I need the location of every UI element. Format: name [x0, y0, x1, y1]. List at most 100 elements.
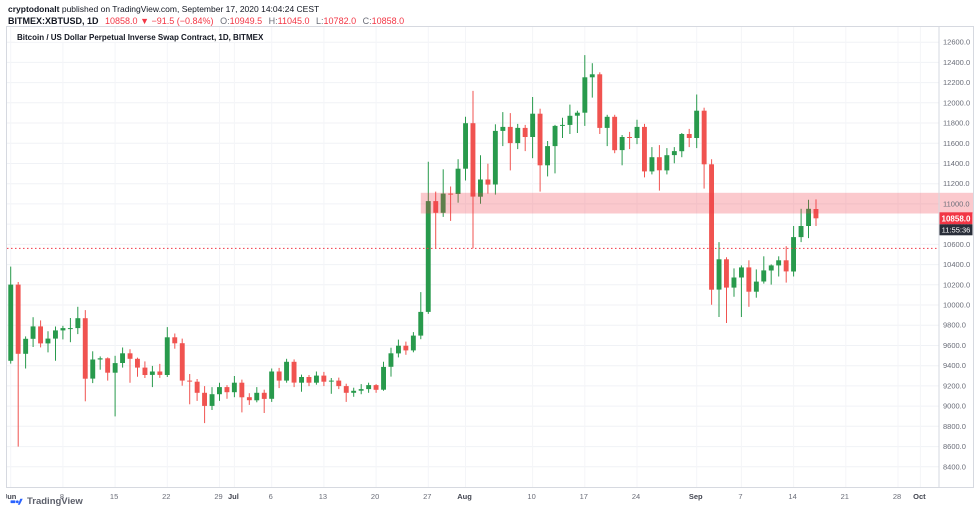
time-tick-label[interactable]: 22	[162, 492, 170, 501]
candle[interactable]	[716, 242, 722, 317]
candle[interactable]	[149, 365, 155, 388]
candle[interactable]	[470, 90, 476, 249]
candle[interactable]	[604, 114, 610, 147]
candle[interactable]	[634, 119, 640, 145]
candle[interactable]	[753, 269, 759, 298]
candle[interactable]	[410, 332, 416, 353]
time-tick-label[interactable]: 13	[319, 492, 327, 501]
candle[interactable]	[164, 327, 170, 377]
candle[interactable]	[433, 191, 439, 249]
candle[interactable]	[142, 361, 148, 378]
tradingview-logo[interactable]: TradingView	[10, 495, 83, 508]
candle[interactable]	[731, 268, 737, 297]
candle[interactable]	[351, 387, 357, 397]
candle[interactable]	[612, 114, 618, 154]
candle[interactable]	[791, 226, 796, 277]
time-tick-label[interactable]: 27	[423, 492, 431, 501]
candle[interactable]	[343, 383, 349, 402]
candle[interactable]	[284, 358, 289, 383]
candle[interactable]	[448, 186, 454, 221]
candle[interactable]	[396, 339, 401, 358]
candle[interactable]	[120, 347, 125, 368]
candle[interactable]	[806, 199, 811, 239]
candle[interactable]	[373, 384, 379, 393]
candle[interactable]	[425, 161, 431, 314]
resistance-zone[interactable]	[420, 192, 973, 214]
candle[interactable]	[783, 246, 789, 283]
time-axis-labels[interactable]: Jun 8 15 22 29 Jul 6 13 20 27 Aug 10 17 24 Sep 7 14 21 28 O…	[3, 490, 974, 504]
candle[interactable]	[217, 382, 222, 401]
candle[interactable]	[75, 306, 81, 335]
candle[interactable]	[157, 363, 163, 378]
candle[interactable]	[179, 338, 185, 386]
candle[interactable]	[246, 393, 252, 405]
candle[interactable]	[515, 123, 521, 150]
candle[interactable]	[306, 375, 312, 387]
candle[interactable]	[291, 359, 297, 388]
candle[interactable]	[701, 107, 707, 189]
candle[interactable]	[694, 94, 700, 149]
candle[interactable]	[582, 55, 588, 126]
candle[interactable]	[478, 155, 483, 204]
time-tick-label[interactable]: Aug	[457, 492, 472, 501]
candle[interactable]	[8, 266, 14, 364]
candle[interactable]	[187, 374, 193, 405]
candle[interactable]	[254, 387, 260, 403]
time-axis[interactable]: Jun 8 15 22 29 Jul 6 13 20 27 Aug 10 17 24 Sep 7 14 21 28 O…	[3, 490, 974, 504]
time-tick-label[interactable]: 8	[60, 492, 64, 501]
candle[interactable]	[388, 347, 394, 377]
candle[interactable]	[358, 384, 364, 395]
candle[interactable]	[38, 320, 43, 348]
candle[interactable]	[552, 124, 558, 174]
candle[interactable]	[336, 377, 342, 390]
candle[interactable]	[239, 379, 245, 413]
candle[interactable]	[798, 208, 804, 243]
candle[interactable]	[202, 386, 207, 424]
candle[interactable]	[90, 351, 96, 384]
candle[interactable]	[768, 264, 774, 285]
time-tick-label[interactable]: 10	[527, 492, 535, 501]
time-tick-label[interactable]: Oct	[913, 492, 926, 501]
candle[interactable]	[321, 371, 327, 387]
candle[interactable]	[82, 310, 88, 402]
candlestick-chart[interactable]: 12600.0 12400.0 12200.0 12000.0 11800.0 11600…	[7, 27, 973, 487]
candle[interactable]	[135, 357, 140, 377]
time-tick-label[interactable]: 24	[632, 492, 640, 501]
candle[interactable]	[776, 256, 782, 277]
time-tick-label[interactable]: 7	[738, 492, 742, 501]
candle[interactable]	[261, 389, 267, 413]
candle[interactable]	[224, 385, 230, 399]
candle[interactable]	[269, 368, 275, 402]
candle[interactable]	[366, 382, 372, 393]
time-tick-label[interactable]: 28	[893, 492, 901, 501]
candle[interactable]	[418, 292, 424, 340]
time-tick-label[interactable]: 6	[269, 492, 273, 501]
time-tick-label[interactable]: 17	[580, 492, 588, 501]
time-tick-label[interactable]: Sep	[689, 492, 703, 501]
candle[interactable]	[231, 376, 237, 398]
candle[interactable]	[60, 325, 66, 340]
time-tick-label[interactable]: 21	[841, 492, 849, 501]
candle[interactable]	[172, 333, 178, 349]
candle[interactable]	[619, 135, 625, 166]
time-tick-label[interactable]: Jun	[3, 492, 17, 501]
candle[interactable]	[507, 113, 513, 171]
candle[interactable]	[209, 387, 215, 410]
candle[interactable]	[45, 331, 51, 353]
candle[interactable]	[15, 282, 21, 447]
candle[interactable]	[105, 357, 111, 381]
time-tick-label[interactable]: 20	[371, 492, 379, 501]
candle[interactable]	[455, 159, 461, 203]
candle[interactable]	[746, 260, 752, 307]
candle[interactable]	[545, 141, 550, 177]
candle[interactable]	[679, 133, 685, 158]
candle[interactable]	[276, 367, 282, 389]
candle[interactable]	[314, 371, 319, 385]
candle[interactable]	[560, 117, 565, 138]
candle[interactable]	[97, 356, 103, 370]
candle[interactable]	[381, 361, 386, 391]
candle[interactable]	[567, 104, 573, 134]
candle[interactable]	[597, 72, 603, 134]
candle[interactable]	[500, 112, 506, 147]
candle[interactable]	[813, 199, 819, 226]
